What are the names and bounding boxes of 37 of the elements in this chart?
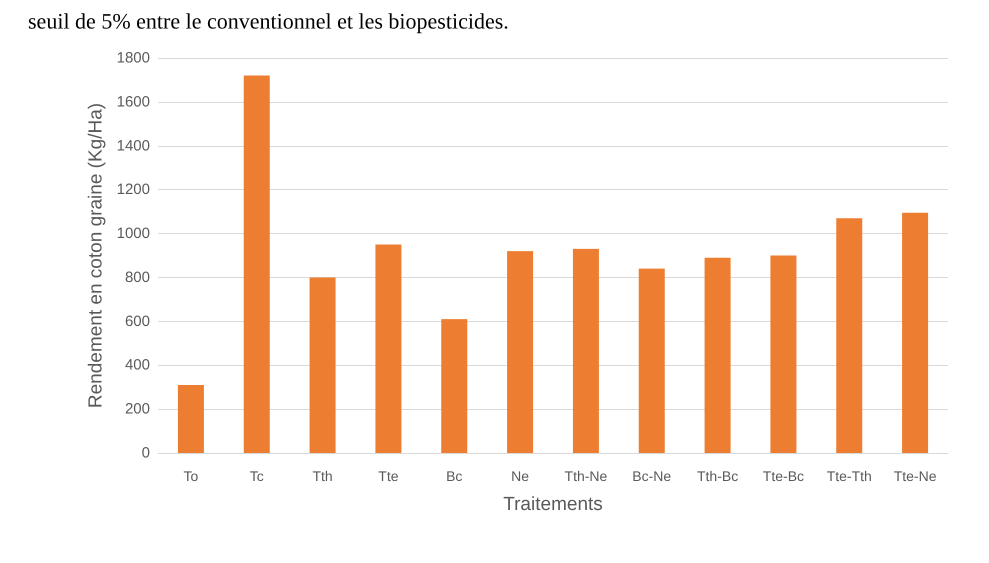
y-tick-label: 1400 xyxy=(116,137,150,154)
x-axis-title: Traitements xyxy=(503,494,603,515)
bar xyxy=(178,384,204,453)
x-tick-label: Tth-Ne xyxy=(564,468,608,484)
x-tick-label: Tte-Ne xyxy=(894,468,937,484)
y-tick-label: 1800 xyxy=(116,50,150,66)
x-tick-label: Tth xyxy=(312,468,333,484)
x-tick-label: Ne xyxy=(511,468,530,484)
bar xyxy=(704,258,731,453)
y-axis-title: Rendement en coton graine (Kg/Ha) xyxy=(86,102,107,408)
bar xyxy=(507,251,534,453)
x-tick-label: Bc-Ne xyxy=(632,468,672,484)
y-tick-label: 600 xyxy=(124,312,150,330)
x-tick-label: Tc xyxy=(250,468,264,484)
bar xyxy=(770,256,796,453)
y-tick-label: 0 xyxy=(142,444,150,462)
bar xyxy=(572,248,599,453)
y-tick-label: 1200 xyxy=(116,181,150,198)
bar xyxy=(441,319,468,453)
bar xyxy=(638,268,665,453)
x-tick-label: Tte-Bc xyxy=(762,468,804,484)
bar xyxy=(244,76,270,453)
x-tick-label: Tth-Bc xyxy=(696,468,738,484)
y-tick-label: 800 xyxy=(124,268,150,286)
bar xyxy=(375,244,402,453)
y-tick-label: 200 xyxy=(124,400,150,418)
x-tick-label: Tte xyxy=(378,468,399,484)
bar xyxy=(310,277,336,453)
x-tick-label: Tte-Tth xyxy=(826,468,872,484)
y-tick-label: 400 xyxy=(124,356,150,374)
y-tick-label: 1600 xyxy=(116,93,150,110)
x-tick-label: Bc xyxy=(446,468,462,484)
text: seuil de 5% entre le conventionnel et les biopesticides. xyxy=(28,8,509,34)
bar xyxy=(902,212,928,453)
x-tick-label: To xyxy=(184,468,199,484)
y-tick-label: 1000 xyxy=(116,225,150,242)
bar xyxy=(836,218,862,453)
